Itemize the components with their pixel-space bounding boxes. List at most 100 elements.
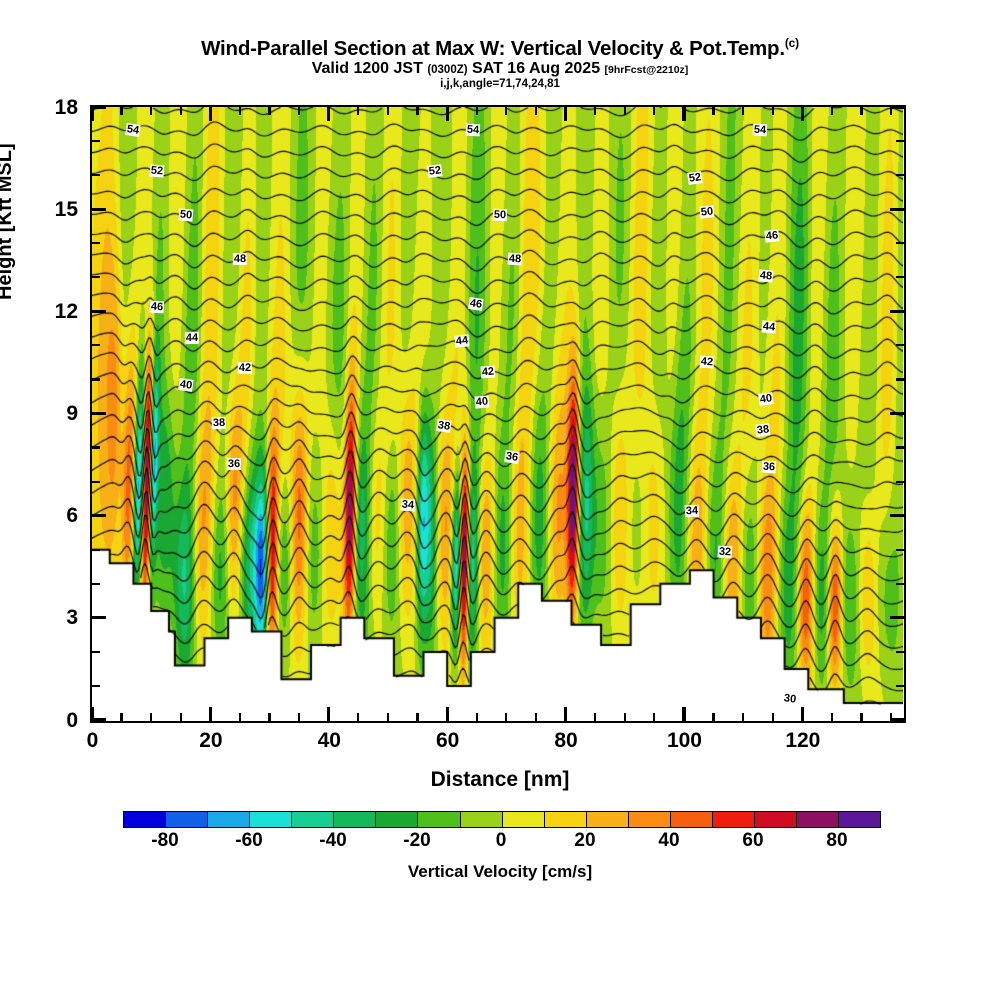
- valid-prefix: Valid 1200 JST: [311, 60, 428, 77]
- colorbar-tick-label: 20: [574, 830, 596, 851]
- x-tick-top: [623, 107, 626, 115]
- x-tick-bottom: [830, 713, 834, 721]
- colorbar-cell: [418, 812, 461, 827]
- contour-label: 36: [503, 449, 520, 464]
- y-tick-left: [92, 446, 100, 449]
- x-tick-top: [357, 107, 360, 115]
- contour-label: 40: [758, 392, 775, 406]
- y-tick-right: [890, 514, 904, 518]
- x-tick-top: [327, 107, 331, 121]
- x-tick-top: [475, 107, 478, 115]
- x-tick-top: [208, 107, 212, 121]
- contour-label: 52: [427, 163, 443, 178]
- y-tick-right: [896, 242, 904, 245]
- x-tick-top: [890, 107, 893, 115]
- y-tick-right: [890, 309, 904, 313]
- y-tick-label: 12: [54, 299, 78, 323]
- y-tick-left: [92, 718, 106, 721]
- y-tick-label: 0: [66, 708, 78, 732]
- colorbar-tick-label: -60: [235, 830, 263, 851]
- x-tick-top: [594, 107, 597, 115]
- y-tick-left: [92, 684, 100, 688]
- plot-canvas-wrap: [92, 107, 904, 721]
- contour-label: 42: [238, 362, 253, 375]
- y-tick-label: 6: [66, 504, 78, 528]
- y-tick-right: [890, 411, 904, 416]
- forecast-tag: [9hrFcst@2210z]: [604, 64, 689, 76]
- y-tick-right: [896, 650, 904, 653]
- y-tick-right: [896, 684, 904, 688]
- x-tick-top: [860, 107, 863, 115]
- x-tick-bottom: [238, 713, 242, 721]
- x-tick-top: [505, 107, 508, 115]
- contour-label: 38: [435, 419, 452, 434]
- y-tick-left: [92, 650, 100, 653]
- colorbar-cell: [124, 812, 167, 827]
- contour-label: 54: [125, 122, 141, 137]
- x-tick-top: [416, 107, 419, 115]
- x-tick-top: [179, 107, 182, 115]
- y-tick-right: [890, 107, 904, 109]
- y-tick-right: [890, 207, 904, 211]
- y-tick-right: [890, 718, 904, 721]
- y-tick-right: [896, 174, 904, 177]
- y-tick-left: [92, 411, 106, 416]
- x-tick-top: [238, 107, 242, 115]
- colorbar-tick-label: 0: [495, 830, 507, 851]
- x-tick-bottom: [150, 713, 153, 721]
- copyright-mark: (c): [784, 36, 799, 50]
- x-tick-label: 0: [86, 729, 99, 752]
- colorbar-cell: [376, 812, 419, 827]
- y-tick-left: [92, 276, 100, 279]
- y-tick-left: [92, 174, 100, 177]
- x-tick-bottom: [179, 713, 182, 721]
- y-tick-right: [896, 582, 904, 585]
- colorbar-cell: [292, 812, 335, 827]
- colorbar-cell: [334, 812, 377, 827]
- y-tick-left: [92, 378, 100, 381]
- x-tick-bottom: [298, 713, 301, 721]
- contour-label: 50: [178, 208, 194, 222]
- contour-label: 48: [758, 269, 774, 283]
- x-tick-bottom: [712, 713, 715, 721]
- contour-label: 54: [753, 123, 768, 137]
- y-tick-left: [92, 107, 106, 109]
- x-tick-label: 80: [554, 729, 578, 752]
- x-tick-label: 60: [435, 729, 460, 752]
- colorbar-tick-label: -80: [151, 830, 179, 851]
- title-subtitle: Valid 1200 JST (0300Z) SAT 16 Aug 2025 […: [0, 60, 1000, 78]
- colorbar-cell: [460, 812, 503, 827]
- colorbar-cell: [166, 812, 209, 827]
- contour-label: 40: [474, 395, 490, 410]
- contour-label: 50: [699, 204, 715, 219]
- contour-label: 52: [149, 164, 165, 178]
- y-tick-right: [890, 616, 904, 620]
- contour-label: 40: [178, 378, 195, 393]
- x-tick-top: [771, 107, 774, 115]
- x-tick-bottom: [594, 713, 597, 721]
- x-tick-top: [653, 107, 656, 115]
- contour-label: 44: [184, 331, 200, 344]
- colorbar-tick-label: -40: [319, 830, 347, 851]
- colorbar-tick-label: -20: [403, 830, 431, 851]
- y-tick-label: 9: [66, 402, 78, 425]
- x-tick-bottom: [623, 713, 626, 721]
- colorbar-cell: [797, 812, 840, 827]
- title-main-text: Wind-Parallel Section at Max W: Vertical…: [201, 36, 785, 60]
- colorbar-cell: [754, 812, 797, 827]
- colorbar-tick-label: 40: [658, 830, 680, 851]
- y-tick-right: [896, 276, 904, 279]
- x-tick-bottom: [208, 707, 212, 721]
- x-tick-bottom: [416, 713, 419, 721]
- x-tick-bottom: [92, 707, 94, 721]
- x-tick-top: [712, 107, 715, 115]
- x-tick-bottom: [563, 707, 568, 721]
- y-tick-right: [896, 378, 904, 381]
- x-tick-label: 20: [199, 729, 223, 752]
- x-tick-bottom: [120, 713, 123, 721]
- colorbar-tick-label: 80: [826, 830, 848, 851]
- colorbar-tick-label: 60: [742, 830, 764, 851]
- y-tick-label: 3: [66, 606, 78, 630]
- x-tick-top: [682, 107, 686, 121]
